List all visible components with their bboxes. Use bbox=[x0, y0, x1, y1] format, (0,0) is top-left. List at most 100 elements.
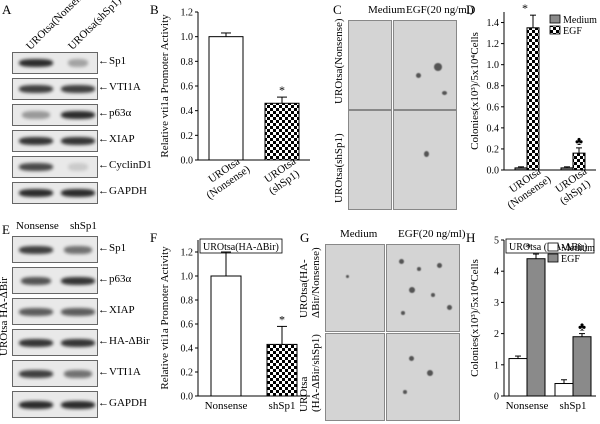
protein-band bbox=[61, 338, 95, 347]
y-tick-label: 0.6 bbox=[181, 320, 194, 331]
y-tick-label: 1.2 bbox=[181, 248, 194, 259]
chart-d: 0.0 0.2 0.4 0.6 0.8 1.0 1.2 1.4 Colonies(x10³)/5… bbox=[469, 1, 597, 212]
y-tick-label: 0.0 bbox=[181, 392, 194, 403]
blot-strip bbox=[12, 298, 98, 325]
y-axis-label: Colonies(x10³)/5x10⁴Cells bbox=[469, 259, 481, 377]
blot-row-label: ←GAPDH bbox=[98, 396, 147, 409]
blot-row-label: ←Sp1 bbox=[98, 55, 127, 67]
panel-label-h: H bbox=[466, 230, 476, 245]
colony bbox=[417, 267, 421, 271]
panel-label-c: C bbox=[333, 2, 342, 17]
blot-strip bbox=[12, 156, 98, 178]
row-label-g-2-line2: (HA-ΔBir/shSp1) bbox=[310, 334, 322, 412]
legend-label: EGF bbox=[563, 26, 582, 37]
significance-marker: * bbox=[279, 312, 285, 326]
panel-label-f: F bbox=[150, 230, 158, 245]
colony bbox=[424, 151, 429, 157]
y-tick-label: 1.4 bbox=[487, 18, 500, 29]
y-axis-label: Relative vti1a Promoter Activity bbox=[159, 14, 171, 158]
colony-image-g-egf-shsp1 bbox=[386, 333, 460, 421]
legend-label: Medium bbox=[563, 15, 597, 26]
panel-label-d: D bbox=[466, 2, 476, 17]
legend-label: Medium bbox=[561, 243, 595, 254]
protein-band bbox=[67, 163, 89, 171]
protein-band bbox=[20, 276, 52, 285]
bar bbox=[572, 152, 586, 171]
protein-band bbox=[19, 85, 53, 93]
protein-band bbox=[19, 245, 53, 254]
y-tick-label: 1.2 bbox=[487, 39, 500, 50]
panel-label-g: G bbox=[300, 230, 310, 245]
legend-swatch bbox=[547, 253, 559, 263]
blot-row-label: ←Sp1 bbox=[98, 241, 127, 254]
protein-band bbox=[19, 307, 53, 316]
protein-band bbox=[64, 369, 92, 378]
blot-row-label: ←XIAP bbox=[98, 303, 135, 316]
row-label-g-1-line1: UROtsa(HA- bbox=[298, 259, 310, 318]
protein-band bbox=[61, 307, 95, 316]
bar bbox=[208, 36, 244, 161]
blot-strip bbox=[12, 182, 98, 204]
y-tick-label: 0.4 bbox=[487, 123, 500, 134]
colony-image-c-egf-shsp1 bbox=[393, 110, 457, 210]
category-label: Nonsense bbox=[205, 400, 248, 412]
significance-marker: ♣ bbox=[578, 320, 586, 334]
protein-band bbox=[19, 137, 53, 145]
colony bbox=[409, 356, 414, 361]
category-label: shSp1 bbox=[269, 400, 296, 412]
protein-band bbox=[19, 338, 53, 347]
bar bbox=[560, 167, 574, 171]
protein-band bbox=[67, 59, 89, 67]
y-tick-label: 0.2 bbox=[181, 131, 194, 142]
blot-strip bbox=[12, 52, 98, 74]
blot-strip bbox=[12, 391, 98, 418]
significance-marker: * bbox=[525, 240, 531, 254]
colony bbox=[431, 293, 435, 297]
y-tick-label: 0.8 bbox=[181, 296, 194, 307]
y-tick-label: 4 bbox=[494, 267, 499, 278]
y-axis-label: Colonies(x10³)/5x10⁴Cells bbox=[469, 32, 481, 150]
colony bbox=[437, 263, 442, 268]
protein-band bbox=[19, 189, 53, 197]
bar bbox=[514, 167, 528, 171]
colony bbox=[427, 370, 433, 376]
bar bbox=[508, 358, 528, 397]
lane-label-e-2: shSp1 bbox=[70, 220, 97, 232]
colony bbox=[409, 287, 415, 293]
bar bbox=[554, 383, 574, 397]
colony-image-c-medium-shsp1 bbox=[348, 110, 392, 210]
side-label-e: UROtsa HA-ΔBir bbox=[0, 277, 10, 356]
y-tick-label: 0 bbox=[494, 392, 499, 403]
col-header-c-1: Medium bbox=[368, 4, 406, 16]
bar bbox=[264, 102, 300, 161]
blot-row-label: ←p63α bbox=[98, 272, 132, 285]
significance-marker: ♣ bbox=[575, 134, 583, 148]
bar bbox=[526, 258, 546, 397]
y-tick-label: 0.0 bbox=[487, 166, 500, 177]
protein-band bbox=[64, 245, 92, 254]
y-tick-label: 1 bbox=[494, 360, 499, 371]
y-tick-label: 1.0 bbox=[181, 32, 194, 43]
category-label: Nonsense bbox=[506, 400, 549, 412]
blot-strip bbox=[12, 236, 98, 263]
y-tick-label: 0.0 bbox=[181, 156, 194, 167]
y-tick-label: 0.2 bbox=[181, 368, 194, 379]
protein-band bbox=[19, 369, 53, 378]
y-tick-label: 0.8 bbox=[181, 57, 194, 68]
y-tick-label: 0.6 bbox=[181, 82, 194, 93]
bar bbox=[526, 27, 540, 171]
legend-swatch bbox=[547, 242, 559, 252]
y-axis-label: Relative vti1a Promoter Activity bbox=[159, 246, 171, 390]
y-tick-label: 5 bbox=[494, 236, 499, 247]
blot-row-label: ←GAPDH bbox=[98, 185, 147, 197]
significance-marker: * bbox=[522, 1, 528, 15]
panel-label-b: B bbox=[150, 2, 159, 17]
legend-label: EGF bbox=[561, 254, 580, 265]
y-tick-label: 0.2 bbox=[487, 144, 500, 155]
colony bbox=[401, 311, 405, 315]
blot-row-label: ←p63α bbox=[98, 107, 132, 119]
blot-strip bbox=[12, 104, 98, 126]
blot-strip bbox=[12, 78, 98, 100]
category-label: shSp1 bbox=[560, 400, 587, 412]
col-header-g-1: Medium bbox=[340, 228, 378, 240]
